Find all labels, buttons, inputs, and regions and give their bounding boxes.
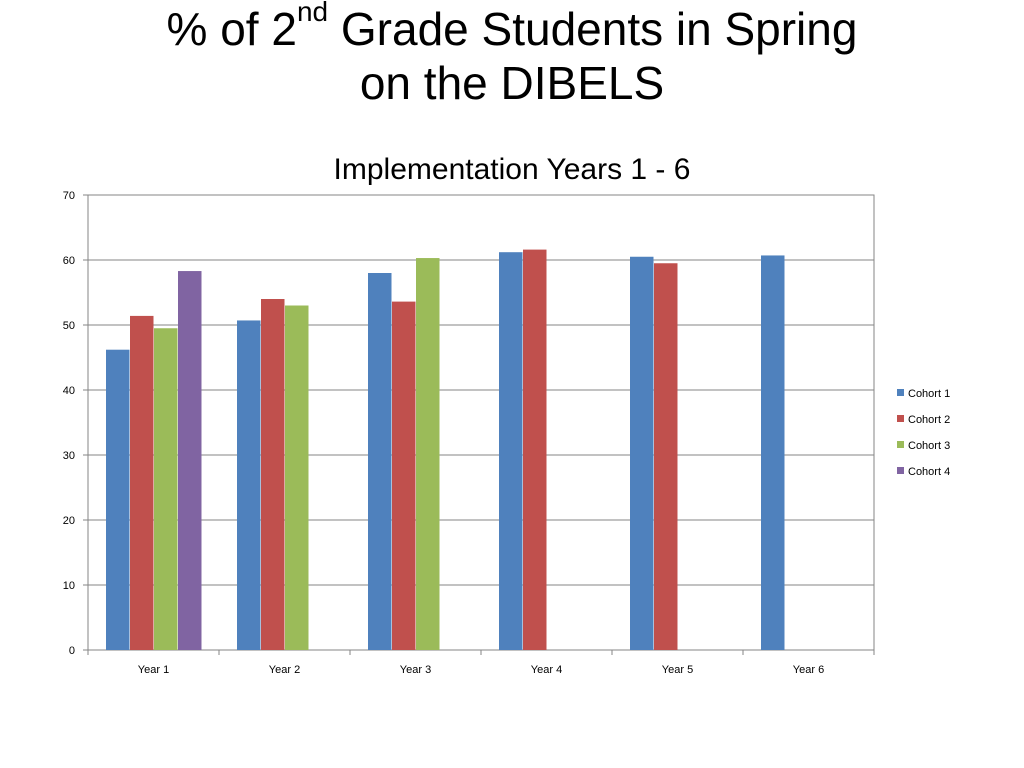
bar-cohort-1-year-2 — [237, 320, 261, 650]
title-rest: Grade Students in Spring — [328, 3, 858, 55]
x-tick-label: Year 4 — [531, 664, 562, 676]
y-tick-label: 0 — [69, 645, 75, 657]
bar-cohort-1-year-6 — [761, 255, 785, 650]
bar-cohort-1-year-5 — [630, 256, 654, 650]
y-tick-label: 20 — [63, 515, 75, 527]
title-prefix: % of 2 — [166, 3, 297, 55]
bar-cohort-2-year-2 — [261, 299, 285, 650]
y-tick-label: 60 — [63, 255, 75, 267]
bar-cohort-4-year-1 — [178, 271, 202, 650]
legend-swatch — [897, 467, 904, 474]
bar-cohort-2-year-1 — [130, 315, 154, 650]
bar-cohort-2-year-3 — [392, 301, 416, 650]
y-tick-label: 30 — [63, 450, 75, 462]
y-tick-label: 70 — [63, 190, 75, 202]
bar-cohort-3-year-2 — [285, 305, 309, 650]
bar-cohort-1-year-4 — [499, 252, 523, 650]
bar-cohort-3-year-3 — [416, 258, 440, 650]
x-tick-label: Year 5 — [662, 664, 693, 676]
x-tick-label: Year 3 — [400, 664, 431, 676]
plot-area — [87, 194, 875, 651]
title-line2: on the DIBELS — [359, 57, 665, 109]
title-superscript: nd — [296, 0, 329, 27]
legend-label: Cohort 2 — [908, 414, 950, 426]
bar-cohort-1-year-3 — [368, 273, 392, 650]
legend-swatch — [897, 441, 904, 448]
bar-cohort-2-year-5 — [654, 263, 678, 650]
y-tick-label: 50 — [63, 320, 75, 332]
legend-swatch — [897, 389, 904, 396]
slide-subtitle: Implementation Years 1 - 6 — [333, 153, 691, 186]
bar-cohort-1-year-1 — [106, 349, 130, 650]
y-tick-label: 40 — [63, 385, 75, 397]
legend-label: Cohort 4 — [908, 466, 950, 478]
legend-swatch — [897, 415, 904, 422]
slide-title: % of 2nd Grade Students in Spring on the… — [0, 0, 1024, 110]
bar-cohort-3-year-1 — [154, 328, 178, 650]
x-tick-label: Year 1 — [138, 664, 169, 676]
legend-label: Cohort 3 — [908, 440, 950, 452]
bar-cohort-2-year-4 — [523, 249, 547, 650]
y-tick-label: 10 — [63, 580, 75, 592]
x-tick-label: Year 6 — [793, 664, 824, 676]
x-tick-label: Year 2 — [269, 664, 300, 676]
legend-label: Cohort 1 — [908, 388, 950, 400]
